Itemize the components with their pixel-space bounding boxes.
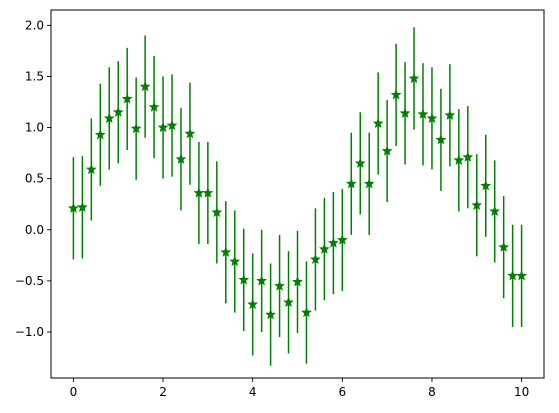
data-point-star (471, 199, 483, 210)
data-point-star (444, 109, 456, 120)
data-point-star (175, 153, 187, 164)
data-point-star (354, 157, 366, 168)
data-point-star (399, 107, 411, 118)
data-point-star (480, 180, 492, 191)
data-point-star (489, 205, 501, 216)
data-point-star (220, 246, 232, 257)
data-point-star (381, 145, 393, 156)
data-point-star (453, 154, 465, 165)
data-point-star (310, 253, 321, 265)
data-point-star (67, 202, 79, 213)
y-tick-label: 1.0 (25, 121, 44, 135)
data-point-star (283, 296, 294, 307)
data-point-star (327, 237, 339, 248)
x-tick-label: 6 (338, 385, 346, 399)
y-tick-label: −1.0 (15, 325, 44, 339)
x-tick-label: 8 (428, 385, 436, 399)
data-point-star (193, 187, 205, 198)
data-point-star (417, 108, 429, 119)
data-point-star (408, 72, 420, 84)
marker-layer (67, 72, 528, 320)
data-point-star (166, 119, 178, 131)
data-point-star (435, 134, 447, 145)
data-point-star (265, 308, 277, 320)
data-point-star (426, 112, 438, 123)
data-point-star (256, 275, 268, 286)
data-point-star (507, 270, 519, 281)
x-tick-label: 2 (159, 385, 167, 399)
data-point-star (202, 187, 214, 198)
data-point-star (301, 306, 312, 318)
x-axis: 0 2 4 6 8 10 (70, 378, 529, 399)
data-point-star (238, 274, 250, 285)
data-point-star (229, 255, 241, 267)
data-point-star (516, 270, 528, 281)
y-tick-label: 0.5 (25, 172, 44, 186)
y-axis: −1.0 −0.5 0.0 0.5 1.0 1.5 2.0 (15, 18, 51, 339)
plot-area (50, 9, 545, 379)
data-point-star (363, 178, 375, 189)
axes-frame (50, 9, 545, 379)
data-point-star (336, 234, 348, 245)
y-tick-label: 0.0 (25, 223, 44, 237)
y-tick-label: 2.0 (25, 18, 44, 32)
data-point-star (345, 178, 357, 189)
data-point-star (76, 201, 88, 212)
data-point-star (121, 93, 133, 104)
data-point-star (498, 241, 510, 252)
data-point-star (130, 122, 142, 134)
x-tick-label: 10 (514, 385, 529, 399)
y-tick-label: 1.5 (25, 69, 44, 83)
y-tick-label: −0.5 (15, 274, 44, 288)
data-point-star (103, 112, 115, 123)
data-point-star (390, 89, 402, 100)
x-tick-label: 0 (70, 385, 78, 399)
data-point-star (211, 206, 223, 218)
data-point-star (148, 101, 160, 112)
data-point-star (462, 151, 474, 162)
x-tick-label: 4 (249, 385, 257, 399)
data-point-star (139, 80, 151, 92)
data-point-star (292, 276, 303, 287)
data-point-star (274, 280, 285, 291)
data-point-star (112, 106, 124, 117)
data-point-star (372, 117, 384, 129)
data-point-star (318, 243, 330, 254)
data-point-star (184, 127, 196, 139)
data-point-star (85, 163, 97, 175)
data-point-star (157, 121, 169, 133)
data-point-star (94, 129, 106, 140)
data-point-star (247, 298, 259, 310)
